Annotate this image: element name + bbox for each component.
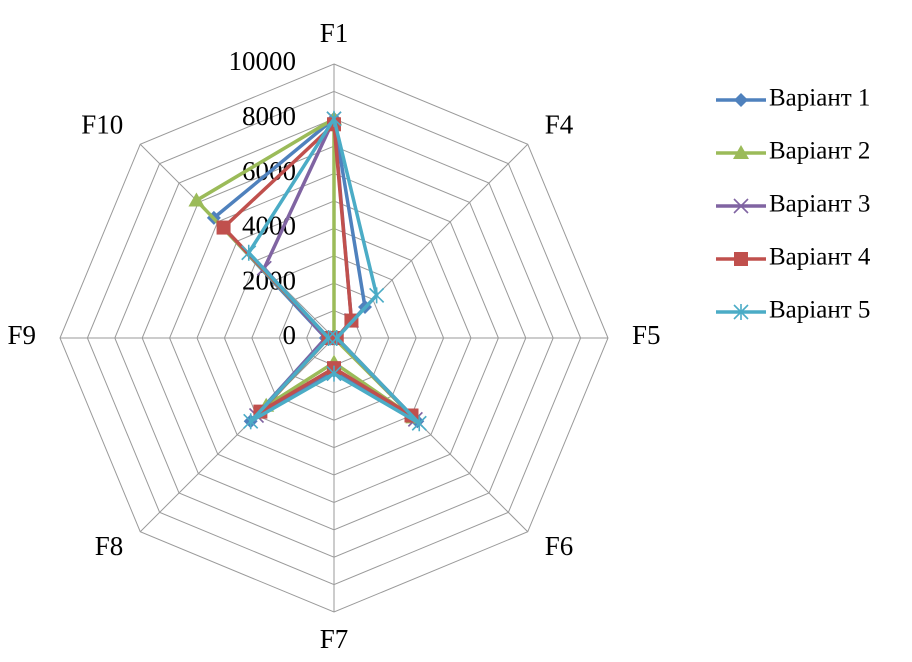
series-2 (188, 110, 422, 424)
legend-label: Варіант 2 (769, 138, 870, 165)
data-point (733, 198, 749, 214)
category-label: F1 (320, 18, 349, 48)
category-labels: F1 F4 F5 F6 F7 F8 F9 F10 (7, 18, 660, 654)
data-point (216, 220, 231, 235)
data-series (188, 110, 427, 432)
data-point (241, 244, 257, 261)
data-point (733, 145, 749, 159)
legend-label: Варіант 4 (769, 244, 871, 271)
legend-label: Варіант 1 (769, 85, 870, 112)
legend-label: Варіант 3 (769, 191, 870, 218)
data-point (320, 330, 337, 346)
data-point (243, 413, 259, 430)
series-5 (241, 110, 427, 432)
data-point (326, 110, 342, 127)
data-point (734, 252, 748, 266)
legend-label: Варіант 5 (769, 297, 870, 324)
data-point (411, 415, 427, 432)
category-label: F7 (320, 624, 349, 654)
data-point (326, 365, 342, 382)
category-label: F9 (7, 320, 36, 350)
category-label: F6 (545, 531, 574, 561)
legend-item: Варіант 4 (716, 244, 871, 271)
legend-item: Варіант 2 (716, 138, 870, 165)
marker-stroke (733, 198, 749, 214)
data-point (369, 287, 385, 304)
data-point (733, 304, 749, 320)
category-label: F10 (81, 109, 123, 139)
data-point (734, 93, 748, 107)
legend-item: Варіант 5 (716, 297, 870, 324)
radial-tick-label: 8000 (242, 101, 296, 131)
category-label: F8 (95, 531, 124, 561)
data-point (188, 192, 205, 207)
radial-tick-label: 2000 (242, 265, 296, 295)
legend-item: Варіант 3 (716, 191, 870, 218)
grid-spoke (139, 337, 335, 533)
radial-tick-label: 10000 (229, 46, 297, 76)
category-label: F5 (632, 320, 661, 350)
legend-item: Варіант 1 (716, 85, 870, 112)
radial-tick-label: 0 (283, 320, 297, 350)
legend: Варіант 1 Варіант 2 Варіант 3 Варіант 4 Варі… (716, 85, 871, 324)
category-label: F4 (545, 109, 574, 139)
